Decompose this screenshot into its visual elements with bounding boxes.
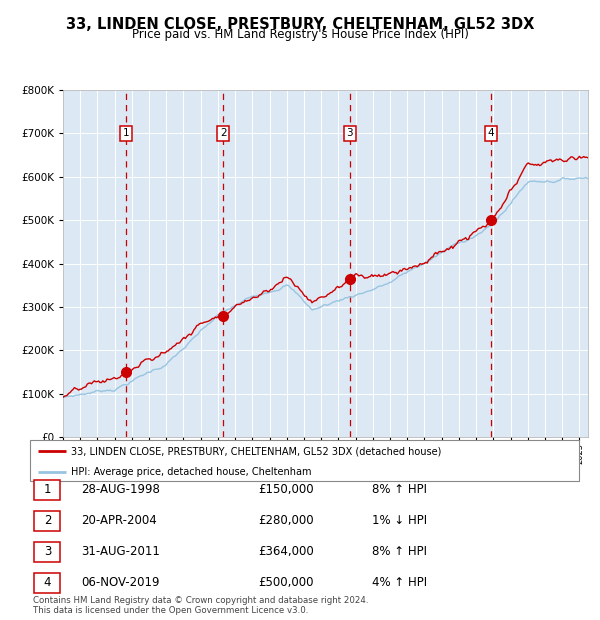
Text: 2: 2 [44,515,51,527]
FancyBboxPatch shape [34,480,61,500]
Text: 20-APR-2004: 20-APR-2004 [81,515,157,527]
Text: 28-AUG-1998: 28-AUG-1998 [81,484,160,496]
Text: HPI: Average price, detached house, Cheltenham: HPI: Average price, detached house, Chel… [71,467,311,477]
Text: Price paid vs. HM Land Registry's House Price Index (HPI): Price paid vs. HM Land Registry's House … [131,28,469,41]
Text: 33, LINDEN CLOSE, PRESTBURY, CHELTENHAM, GL52 3DX (detached house): 33, LINDEN CLOSE, PRESTBURY, CHELTENHAM,… [71,446,442,456]
Text: 4% ↑ HPI: 4% ↑ HPI [372,577,427,589]
Text: £280,000: £280,000 [258,515,314,527]
Text: £150,000: £150,000 [258,484,314,496]
FancyBboxPatch shape [30,440,579,480]
FancyBboxPatch shape [34,542,61,562]
Text: £364,000: £364,000 [258,546,314,558]
Text: 33, LINDEN CLOSE, PRESTBURY, CHELTENHAM, GL52 3DX: 33, LINDEN CLOSE, PRESTBURY, CHELTENHAM,… [66,17,534,32]
Text: Contains HM Land Registry data © Crown copyright and database right 2024.
This d: Contains HM Land Registry data © Crown c… [33,596,368,615]
Text: 1% ↓ HPI: 1% ↓ HPI [372,515,427,527]
Text: 1: 1 [44,484,51,496]
Text: 06-NOV-2019: 06-NOV-2019 [81,577,160,589]
FancyBboxPatch shape [34,573,61,593]
Text: 8% ↑ HPI: 8% ↑ HPI [372,484,427,496]
Text: 1: 1 [122,128,129,138]
Text: 4: 4 [487,128,494,138]
Text: 2: 2 [220,128,226,138]
Text: 31-AUG-2011: 31-AUG-2011 [81,546,160,558]
FancyBboxPatch shape [34,511,61,531]
Text: £500,000: £500,000 [258,577,314,589]
Text: 3: 3 [346,128,353,138]
Text: 4: 4 [44,577,51,589]
Text: 8% ↑ HPI: 8% ↑ HPI [372,546,427,558]
Text: 3: 3 [44,546,51,558]
